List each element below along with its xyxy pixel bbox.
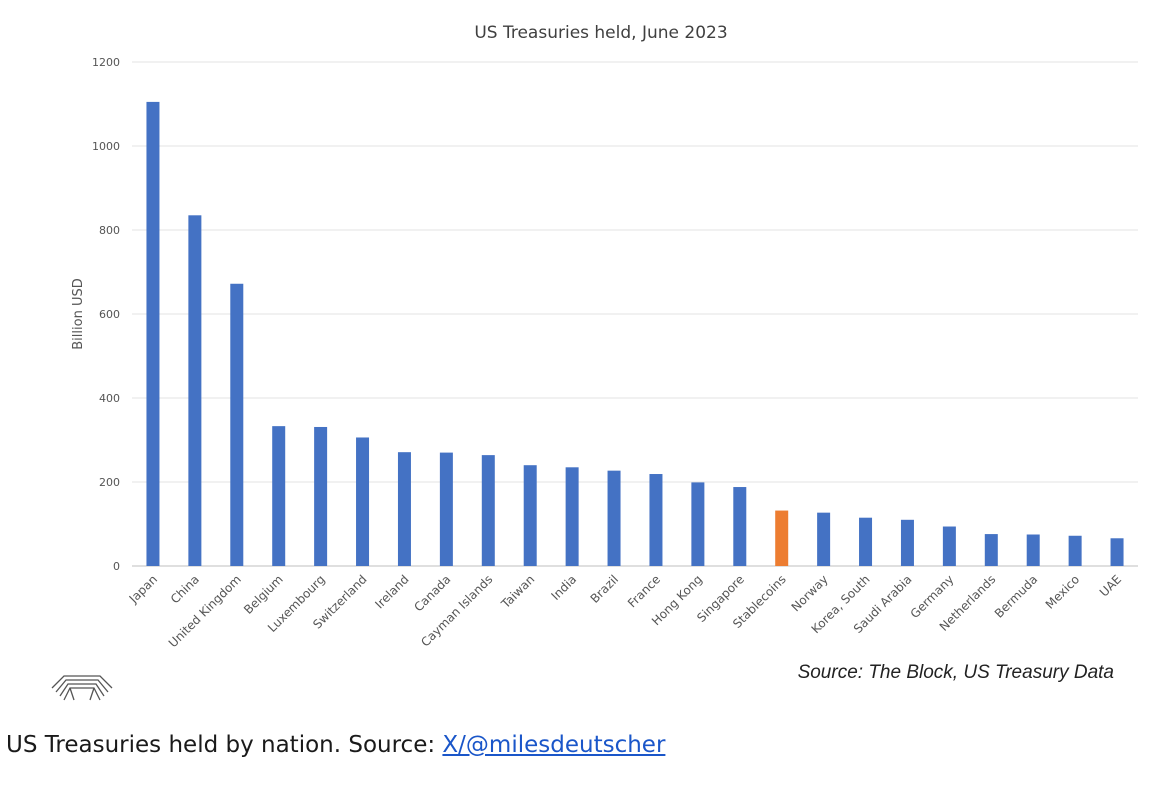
bar-uae xyxy=(1110,538,1124,566)
x-category-label: China xyxy=(168,572,202,606)
x-category-label: Mexico xyxy=(1043,572,1083,612)
y-tick-label: 0 xyxy=(113,560,120,573)
x-category-label: Taiwan xyxy=(498,572,537,611)
y-tick-label: 600 xyxy=(99,308,120,321)
y-tick-label: 800 xyxy=(99,224,120,237)
bar-united-kingdom xyxy=(230,283,244,566)
bar-stablecoins xyxy=(775,510,789,566)
x-category-label: India xyxy=(549,572,580,603)
bar-luxembourg xyxy=(314,426,328,566)
y-axis-ticks: 0 200 400 600 800 1000 1200 xyxy=(92,56,120,573)
bar-cayman-islands xyxy=(481,455,495,566)
bar-hong-kong xyxy=(691,482,705,566)
bar-mexico xyxy=(1068,535,1082,566)
x-category-label: Japan xyxy=(126,572,160,606)
chart-title: US Treasuries held, June 2023 xyxy=(474,23,727,43)
bar-france xyxy=(649,474,663,566)
bar-china xyxy=(188,215,202,567)
bar-netherlands xyxy=(984,534,998,566)
x-category-label: France xyxy=(625,572,663,610)
bar-japan xyxy=(146,101,160,567)
x-category-label: Ireland xyxy=(372,572,411,611)
bar-ireland xyxy=(397,452,411,566)
y-axis-title: Billion USD xyxy=(71,278,86,349)
bar-chart: US Treasuries held, June 2023 0 200 400 600… xyxy=(51,23,1138,701)
x-category-label: UAE xyxy=(1097,572,1124,599)
bar-canada xyxy=(439,452,453,566)
y-tick-label: 1000 xyxy=(92,140,120,153)
x-category-label: Cayman Islands xyxy=(418,572,495,649)
bar-switzerland xyxy=(356,437,370,566)
bar-singapore xyxy=(733,487,747,566)
chart-figure: US Treasuries held, June 2023 0 200 400 600… xyxy=(51,23,1138,701)
bar-saudi-arabia xyxy=(900,519,914,566)
bar-bermuda xyxy=(1026,534,1040,566)
bar-norway xyxy=(817,512,831,566)
y-tick-label: 200 xyxy=(99,476,120,489)
x-category-label: Bermuda xyxy=(992,572,1041,621)
bar-belgium xyxy=(272,426,286,566)
y-tick-label: 1200 xyxy=(92,56,120,69)
y-tick-label: 400 xyxy=(99,392,120,405)
arch-logo-icon xyxy=(51,675,113,701)
author-link[interactable]: X/@milesdeutscher xyxy=(442,732,666,758)
caption-text: US Treasuries held by nation. Source: xyxy=(6,732,443,758)
bars xyxy=(146,101,1124,567)
image-caption: US Treasuries held by nation. Source: X/… xyxy=(6,732,665,758)
source-note: Source: The Block, US Treasury Data xyxy=(798,662,1114,683)
gridlines xyxy=(132,61,1138,567)
bar-brazil xyxy=(607,470,621,566)
x-category-label: Canada xyxy=(411,572,453,614)
bar-germany xyxy=(942,526,956,566)
bar-korea-south xyxy=(859,517,873,566)
bar-taiwan xyxy=(523,465,537,566)
x-category-label: United Kingdom xyxy=(166,572,244,650)
bar-india xyxy=(565,467,579,566)
x-category-label: Norway xyxy=(789,572,831,614)
x-category-label: Brazil xyxy=(588,572,622,606)
